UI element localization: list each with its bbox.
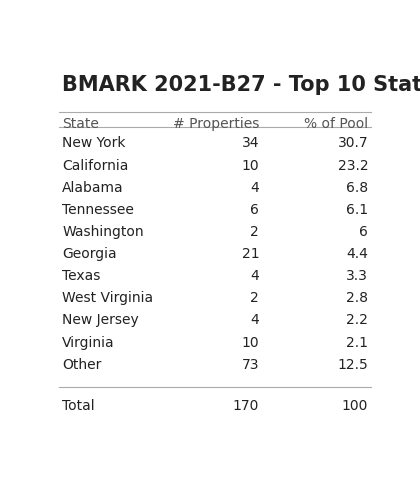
Text: 6.1: 6.1 <box>346 203 368 217</box>
Text: 2.2: 2.2 <box>346 314 368 327</box>
Text: 2.8: 2.8 <box>346 291 368 305</box>
Text: New York: New York <box>62 136 126 150</box>
Text: 2: 2 <box>250 225 259 239</box>
Text: 30.7: 30.7 <box>338 136 368 150</box>
Text: 6: 6 <box>250 203 259 217</box>
Text: 2.1: 2.1 <box>346 336 368 350</box>
Text: California: California <box>62 159 129 172</box>
Text: BMARK 2021-B27 - Top 10 States: BMARK 2021-B27 - Top 10 States <box>62 75 420 95</box>
Text: Virginia: Virginia <box>62 336 115 350</box>
Text: 73: 73 <box>241 357 259 372</box>
Text: 34: 34 <box>241 136 259 150</box>
Text: 4: 4 <box>250 314 259 327</box>
Text: 23.2: 23.2 <box>338 159 368 172</box>
Text: 6.8: 6.8 <box>346 181 368 195</box>
Text: Other: Other <box>62 357 102 372</box>
Text: Texas: Texas <box>62 269 101 283</box>
Text: New Jersey: New Jersey <box>62 314 139 327</box>
Text: 4: 4 <box>250 181 259 195</box>
Text: 2: 2 <box>250 291 259 305</box>
Text: 10: 10 <box>241 159 259 172</box>
Text: 3.3: 3.3 <box>346 269 368 283</box>
Text: Georgia: Georgia <box>62 247 117 261</box>
Text: West Virginia: West Virginia <box>62 291 153 305</box>
Text: State: State <box>62 116 99 131</box>
Text: Tennessee: Tennessee <box>62 203 134 217</box>
Text: 100: 100 <box>342 398 368 412</box>
Text: Total: Total <box>62 398 95 412</box>
Text: 6: 6 <box>360 225 368 239</box>
Text: 170: 170 <box>233 398 259 412</box>
Text: Alabama: Alabama <box>62 181 124 195</box>
Text: 4.4: 4.4 <box>346 247 368 261</box>
Text: 10: 10 <box>241 336 259 350</box>
Text: # Properties: # Properties <box>173 116 259 131</box>
Text: Washington: Washington <box>62 225 144 239</box>
Text: 21: 21 <box>241 247 259 261</box>
Text: 4: 4 <box>250 269 259 283</box>
Text: 12.5: 12.5 <box>338 357 368 372</box>
Text: % of Pool: % of Pool <box>304 116 368 131</box>
